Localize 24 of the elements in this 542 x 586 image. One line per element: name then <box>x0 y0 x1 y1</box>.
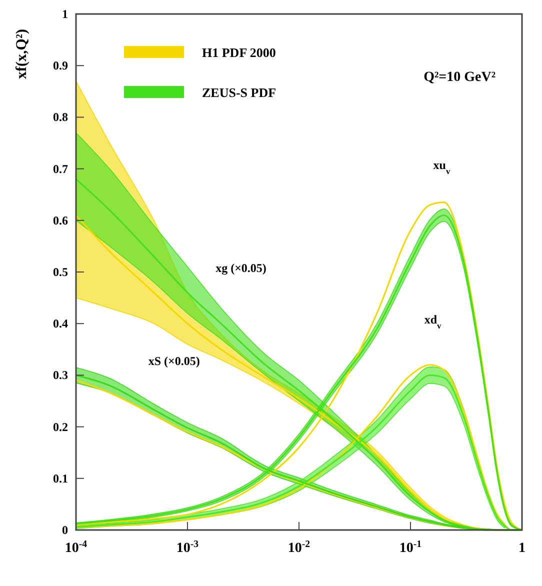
y-axis-title: xf(x,Q²) <box>14 29 30 79</box>
y-tick-label: 0.2 <box>53 420 68 434</box>
annotation: xg (×0.05) <box>216 261 266 275</box>
y-tick-label: 0.6 <box>53 213 68 228</box>
annotation: xd$_{v}$ <box>424 312 442 330</box>
y-tick-label: 0.3 <box>53 368 68 382</box>
legend-label: ZEUS-S PDF <box>202 85 276 100</box>
x-tick-label: 10$^{-4}$ <box>64 538 88 556</box>
y-tick-label: 0 <box>62 523 68 537</box>
x-tick-label: 10$^{-3}$ <box>176 538 199 556</box>
x-tick-label: 10$^{-2}$ <box>288 538 310 556</box>
y-tick-label: 0.7 <box>53 162 68 176</box>
annotation: Q²=10 GeV² <box>424 70 496 86</box>
legend-label: H1 PDF 2000 <box>202 45 276 60</box>
y-tick-label: 0.4 <box>53 316 68 331</box>
y-tick-label: 1 <box>62 7 68 21</box>
x-tick-label: 10$^{-1}$ <box>399 538 422 556</box>
annotation: xu$_{v}$ <box>433 158 451 176</box>
x-tick-label: 1 <box>518 541 526 556</box>
y-tick-label: 0.8 <box>53 110 68 124</box>
y-tick-label: 0.5 <box>53 265 68 279</box>
y-tick-label: 0.1 <box>53 471 68 486</box>
annotation: xS (×0.05) <box>148 354 200 368</box>
y-tick-label: 0.9 <box>53 58 68 73</box>
